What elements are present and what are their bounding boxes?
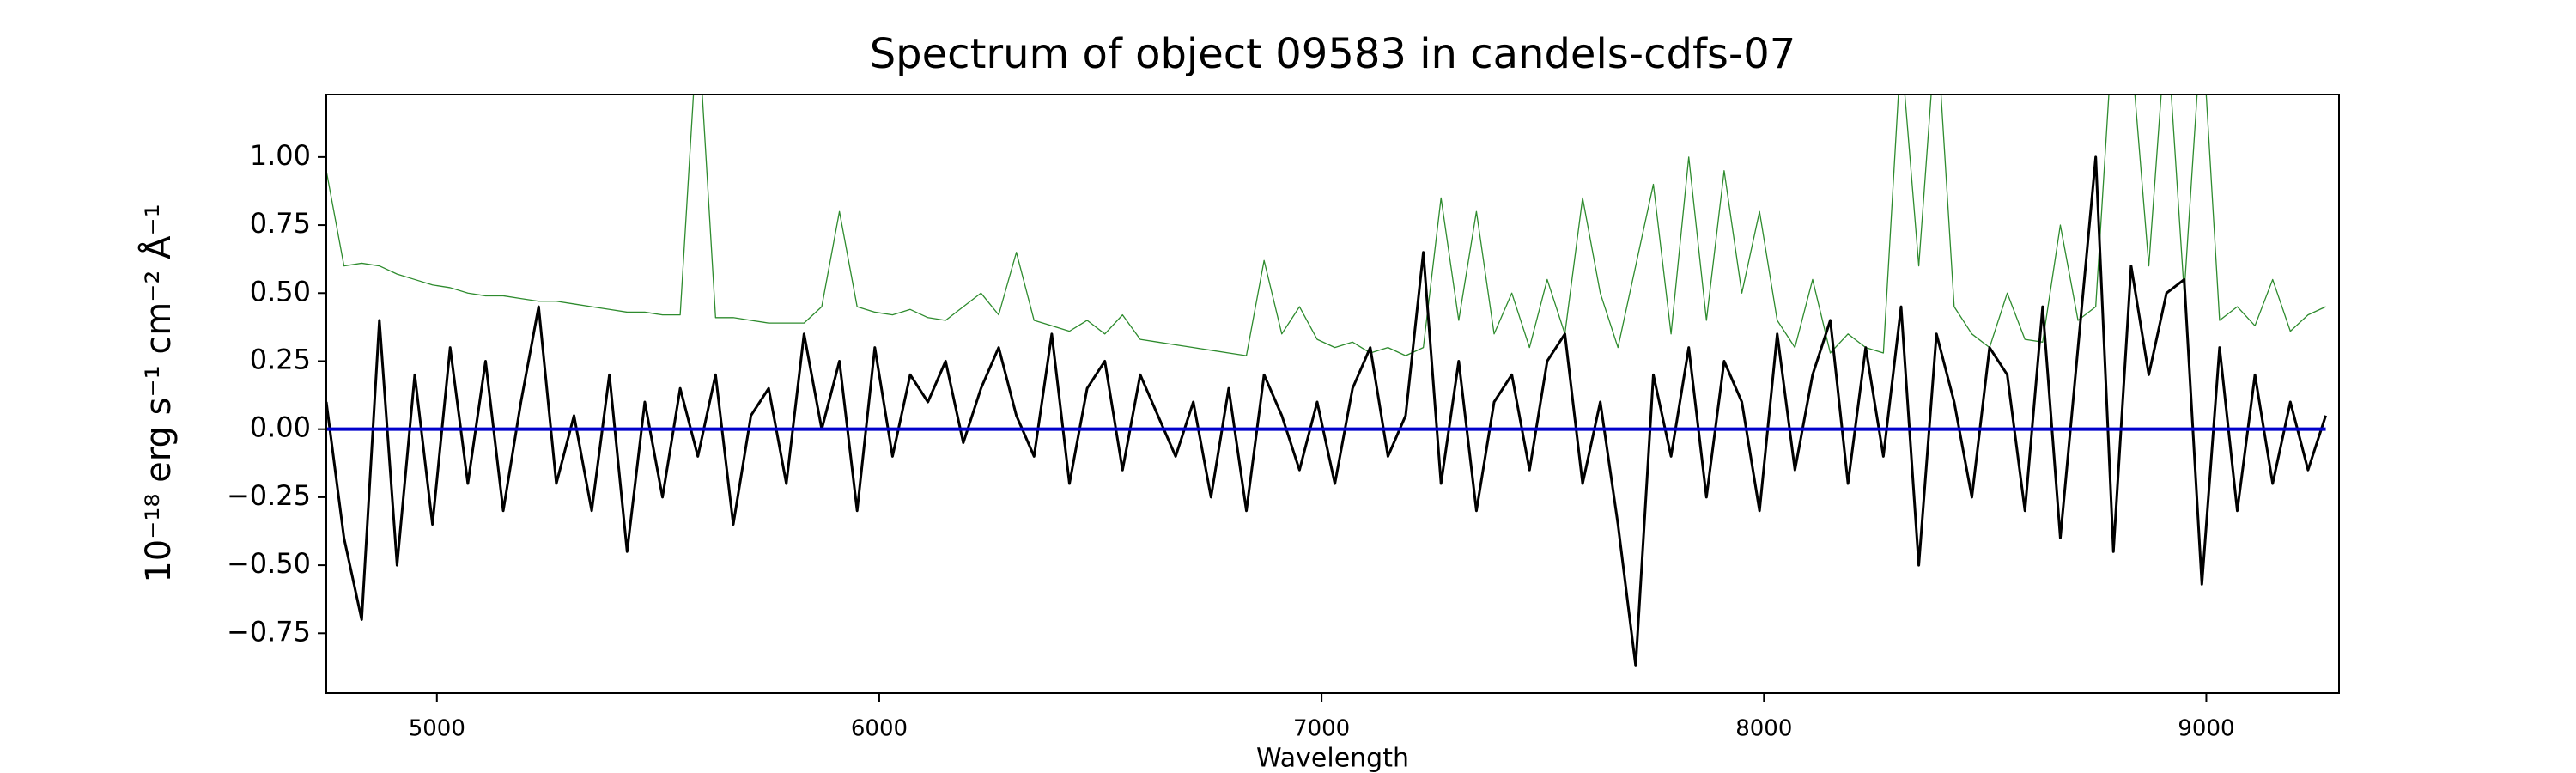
x-tick-label: 8000 (1735, 716, 1792, 742)
x-tick-label: 6000 (851, 716, 908, 742)
chart-title: Spectrum of object 09583 in candels-cdfs… (870, 30, 1796, 78)
axes-frame (325, 94, 2340, 694)
spectrum-line (326, 94, 2326, 356)
x-axis-label: Wavelength (1256, 744, 1409, 773)
y-axis-label: 10⁻¹⁸ erg s⁻¹ cm⁻² Å⁻¹ (137, 204, 179, 582)
x-tick-label: 7000 (1293, 716, 1350, 742)
y-tick-label: 0.75 (250, 207, 311, 240)
spectrum-line (326, 155, 2327, 667)
y-tick-label: 0.50 (250, 275, 311, 307)
y-tick-label: −0.25 (227, 479, 311, 512)
y-tick-label: −0.50 (227, 547, 311, 580)
y-tick-label: −0.75 (227, 615, 311, 648)
x-tick-label: 9000 (2178, 716, 2234, 742)
plot-area (326, 94, 2327, 667)
y-tick-label: 1.00 (250, 139, 311, 172)
x-tick-label: 5000 (409, 716, 465, 742)
y-tick-label: 0.25 (250, 343, 311, 375)
y-tick-label: 0.00 (250, 411, 311, 444)
